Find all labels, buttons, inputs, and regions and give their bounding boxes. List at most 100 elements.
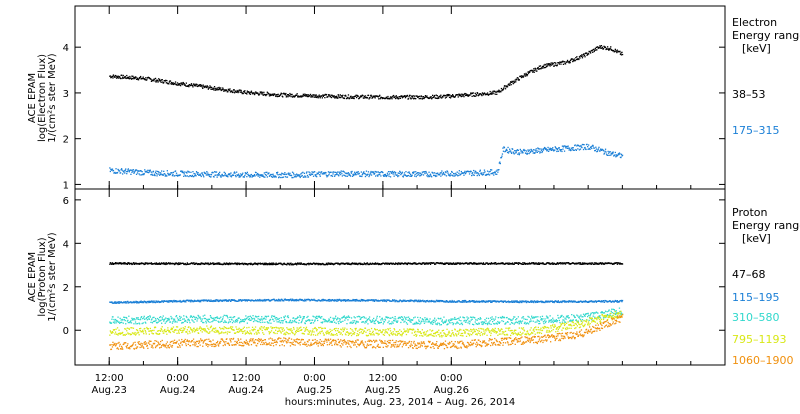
proton-series-2-point [313,322,314,323]
electron-series-0-point [262,92,263,93]
proton-series-2-point [381,322,382,323]
proton-series-2-point [276,317,277,318]
electron-series-1-point [569,148,570,149]
chart-marks: 1234024612:00Aug.230:00Aug.2412:00Aug.24… [63,6,725,396]
proton-series-2-point [490,320,491,321]
proton-series-0-point [300,264,301,265]
proton-series-2-point [382,318,383,319]
electron-series-1-point [369,174,370,175]
proton-series-2-point [466,320,467,321]
proton-series-2-point [391,321,392,322]
electron-series-0-point [525,75,526,76]
proton-legend-unit: [keV] [742,232,771,245]
proton-legend-entry-1060-1900: 1060–1900 [732,354,794,367]
electron-series-1-point [149,171,150,172]
electron-series-1-point [132,171,133,172]
proton-series-2-point [415,317,416,318]
proton-series-2-point [424,323,425,324]
electron-series-0-point [615,49,616,50]
electron-series-1-point [547,149,548,150]
electron-series-1-point [598,148,599,149]
electron-series-1-point [287,176,288,177]
electron-series-0-point [425,95,426,96]
proton-series-2-point [200,317,201,318]
proton-series-2-point [550,315,551,316]
proton-series-2-point [369,316,370,317]
electron-series-1-point [394,176,395,177]
proton-series-2-point [273,321,274,322]
electron-series-1-point [339,172,340,173]
proton-series-2-point [185,320,186,321]
proton-series-2-point [507,322,508,323]
electron-series-0-point [490,91,491,92]
electron-series-0-point [609,49,610,50]
electron-series-1-point [489,174,490,175]
electron-series-1-point [524,150,525,151]
electron-series-1-point [117,172,118,173]
proton-series-2-point [189,322,190,323]
proton-series-2-point [490,317,491,318]
proton-series-2-point [400,317,401,318]
electron-series-1-point [320,176,321,177]
proton-series-2-point [397,320,398,321]
proton-series-2-point [337,317,338,318]
electron-series-1-point [559,147,560,148]
electron-series-1-point [404,172,405,173]
electron-series-1-point [454,173,455,174]
electron-series-0-point [123,75,124,76]
electron-series-0-point [259,93,260,94]
electron-series-0-point [349,97,350,98]
electron-series-1-point [201,176,202,177]
electron-series-1-point [256,172,257,173]
proton-series-2-point [474,317,475,318]
electron-series-0-point [273,95,274,96]
electron-series-1-point [184,171,185,172]
proton-series-2-point [237,320,238,321]
proton-series-2-point [296,322,297,323]
electron-series-1-point [444,174,445,175]
electron-series-1-point [210,176,211,177]
electron-series-0-point [175,81,176,82]
electron-series-0-point [166,80,167,81]
proton-series-2-point [531,320,532,321]
electron-series-0-point [138,79,139,80]
electron-series-0-point [238,92,239,93]
electron-series-0-point [354,98,355,99]
electron-series-0-point [535,69,536,70]
proton-series-2-point [529,317,530,318]
proton-series-2-point [512,323,513,324]
proton-series-2-point [353,322,354,323]
proton-series-2-point [349,317,350,318]
proton-series-2-point [208,321,209,322]
electron-series-1-point [442,174,443,175]
proton-series-2-point [362,317,363,318]
electron-series-1-point [614,154,615,155]
proton-series-2-point [359,316,360,317]
proton-series-2-point [175,321,176,322]
electron-series-0-point [319,95,320,96]
electron-series-1-point [588,144,589,145]
proton-series-2-point [271,315,272,316]
electron-series-1-point [424,173,425,174]
electron-series-1-point [203,175,204,176]
proton-series-2-point [355,323,356,324]
proton-series-0-point [495,262,496,263]
proton-series-2-point [477,324,478,325]
electron-series-0-point [481,95,482,96]
electron-series-0-point [472,96,473,97]
proton-series-2-point [298,322,299,323]
electron-series-1-point [410,174,411,175]
proton-series-2-point [392,317,393,318]
electron-series-1-point [217,177,218,178]
electron-series-1-point [423,174,424,175]
electron-legend: Electron Energy ranges [keV] 38–53 175–3… [732,16,800,137]
electron-series-0-point [220,87,221,88]
electron-series-1-point [484,171,485,172]
proton-series-2-point [149,315,150,316]
electron-series-1-point [402,172,403,173]
proton-series-2-point [454,317,455,318]
electron-series-1-point [340,172,341,173]
electron-series-0-point [617,50,618,51]
proton-series-2-point [432,324,433,325]
proton-series-2-point [148,316,149,317]
